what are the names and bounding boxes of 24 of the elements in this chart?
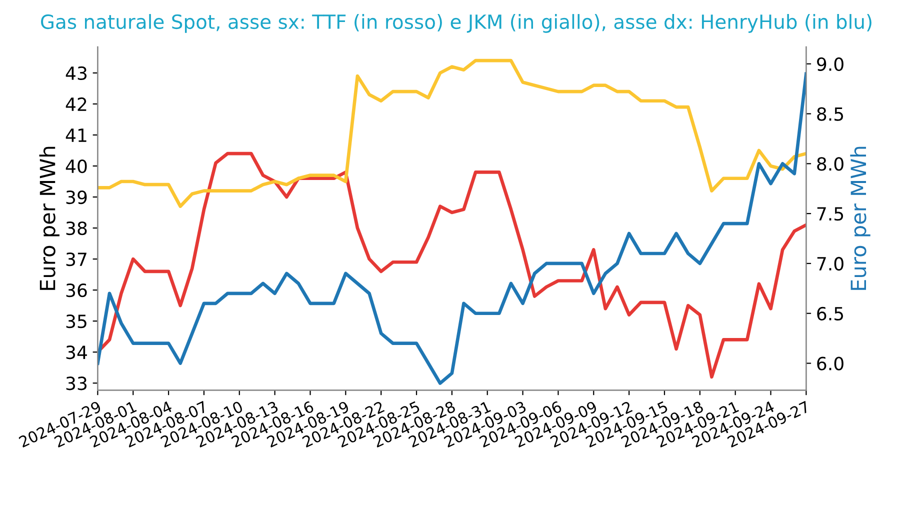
y-tick-label: 37 — [66, 252, 86, 266]
y2-tick-label: 7.5 — [817, 207, 844, 221]
y2-tick-label: 7.0 — [817, 256, 844, 271]
y-tick-label: 39 — [66, 190, 87, 204]
chart-title: Gas naturale Spot, asse sx: TTF (in rosso) e JKM (in giallo), asse dx: HenryHub (in blu) — [41, 14, 872, 33]
y-axis-title: Euro per MWh — [39, 146, 60, 290]
y2-tick-label: 6.0 — [817, 356, 844, 370]
y-tick-label: 43 — [66, 66, 87, 80]
line-series — [98, 58, 806, 208]
y2-axis-title: Euro per MWh — [850, 146, 870, 290]
line-series — [98, 72, 806, 385]
y-tick-label: 33 — [66, 376, 87, 390]
y2-tick-label: 8.0 — [817, 157, 844, 171]
y-tick-label: 38 — [66, 221, 87, 236]
y2-tick-label: 8.5 — [817, 107, 844, 121]
y-tick-label: 40 — [66, 159, 87, 174]
line-series — [98, 152, 806, 379]
y2-tick-label: 9.0 — [817, 57, 844, 71]
y-tick-label: 35 — [66, 314, 86, 328]
y2-tick-label: 6.5 — [817, 306, 844, 320]
y-tick-label: 41 — [66, 128, 86, 142]
y-tick-label: 42 — [66, 97, 86, 111]
y-tick-label: 36 — [66, 284, 87, 298]
y-tick-label: 34 — [66, 346, 87, 360]
